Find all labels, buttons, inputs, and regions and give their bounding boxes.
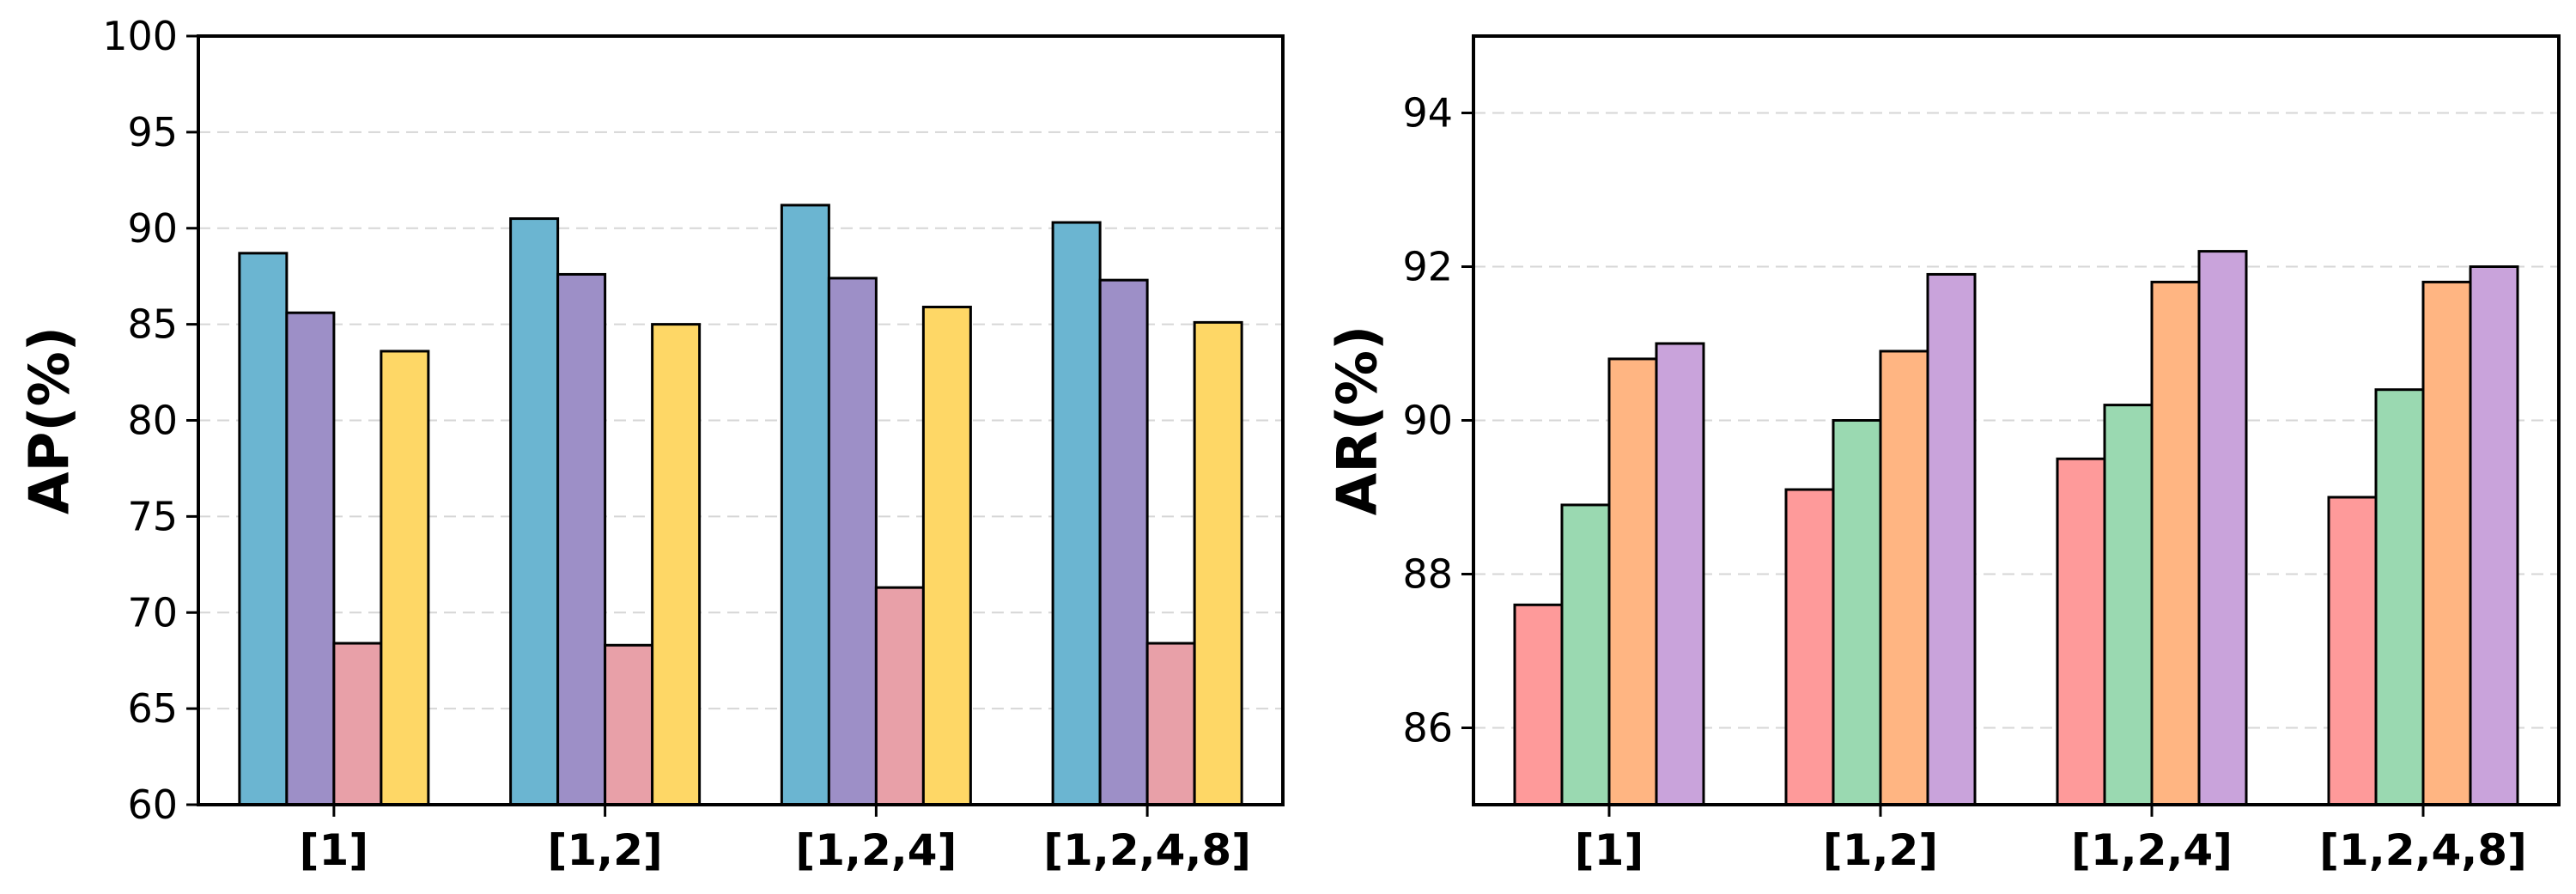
ar-bar-s2-2 (1832, 419, 1882, 806)
ap-ytick-label: 75 (127, 493, 178, 539)
ar-ytick-label: 88 (1402, 551, 1453, 598)
ap-category-label: [1,2,4,8] (1043, 825, 1251, 875)
ap-bar-s4-1 (380, 350, 430, 806)
ap-ytick-label: 60 (127, 781, 178, 828)
ar-category-label: [1,2,4,8] (2319, 825, 2527, 875)
ap-ytick-label: 70 (127, 589, 178, 636)
ar-ytick-label: 94 (1402, 90, 1453, 137)
ar-bar-s1-2 (1784, 488, 1835, 806)
ar-bar-s2-1 (1560, 503, 1611, 806)
ap-bar-s1-4 (1051, 221, 1102, 806)
ar-bar-s4-2 (1926, 272, 1977, 806)
ap-bar-s3-2 (604, 643, 654, 806)
ap-ytick-label: 95 (127, 109, 178, 155)
ar-bar-s4-4 (2469, 265, 2519, 806)
ap-bar-s4-3 (921, 305, 972, 806)
ap-ytick-label: 90 (127, 205, 178, 252)
ap-bar-s2-1 (285, 311, 336, 806)
ar-category-label: [1,2] (1823, 825, 1938, 875)
ap-bar-s4-2 (651, 323, 702, 806)
ar-bar-s1-4 (2327, 496, 2378, 806)
ar-bar-s3-1 (1607, 357, 1658, 806)
ap-category-label: [1] (300, 825, 369, 875)
ap-bar-s1-2 (509, 217, 560, 806)
ap-bar-s1-1 (238, 252, 289, 806)
ap-category-label: [1,2,4] (795, 825, 957, 875)
ap-bar-s2-2 (556, 272, 607, 806)
ap-ytick-label: 65 (127, 685, 178, 732)
ar-bar-s1-3 (2056, 457, 2106, 806)
ar-bar-s3-4 (2421, 280, 2472, 806)
ap-bar-s3-4 (1145, 642, 1196, 806)
ap-ytick-label: 80 (127, 398, 178, 444)
ap-chart-panel: 60 65 70 75 80 85 90 95 100 [1] [1,2] [1,2,4] [1,2,4… (19, 13, 1285, 875)
ar-bar-s4-1 (1655, 342, 1705, 806)
ar-category-label: [1] (1575, 825, 1644, 875)
ar-bar-s2-4 (2374, 388, 2425, 806)
ap-ytick-label: 100 (102, 13, 178, 59)
ap-bar-s4-4 (1193, 320, 1243, 806)
ar-ytick-label: 92 (1402, 244, 1453, 290)
ar-bar-s2-3 (2103, 404, 2154, 806)
ap-bar-s2-4 (1098, 278, 1149, 806)
ap-bar-s1-3 (780, 204, 830, 806)
ar-bar-s1-1 (1513, 603, 1564, 806)
ar-ytick-label: 90 (1402, 398, 1453, 444)
ap-y-axis-title: AP(%) (19, 326, 82, 514)
ap-bar-s2-3 (827, 277, 878, 806)
ar-bar-s3-2 (1879, 350, 1929, 806)
ar-category-label: [1,2,4] (2071, 825, 2233, 875)
ar-y-axis-title: AR(%) (1327, 325, 1390, 515)
ar-ytick-label: 86 (1402, 705, 1453, 751)
ap-bar-s3-1 (332, 642, 383, 806)
ar-bar-s4-3 (2197, 250, 2248, 806)
ap-ytick-label: 85 (127, 301, 178, 348)
ar-chart-panel: 86 88 90 92 94 [1] [1,2] [1,2,4] [1,2,4,8] AR(%) (1327, 34, 2561, 875)
ap-bar-s3-3 (874, 586, 925, 806)
ap-category-label: [1,2] (547, 825, 662, 875)
ar-bar-s3-3 (2150, 280, 2201, 806)
